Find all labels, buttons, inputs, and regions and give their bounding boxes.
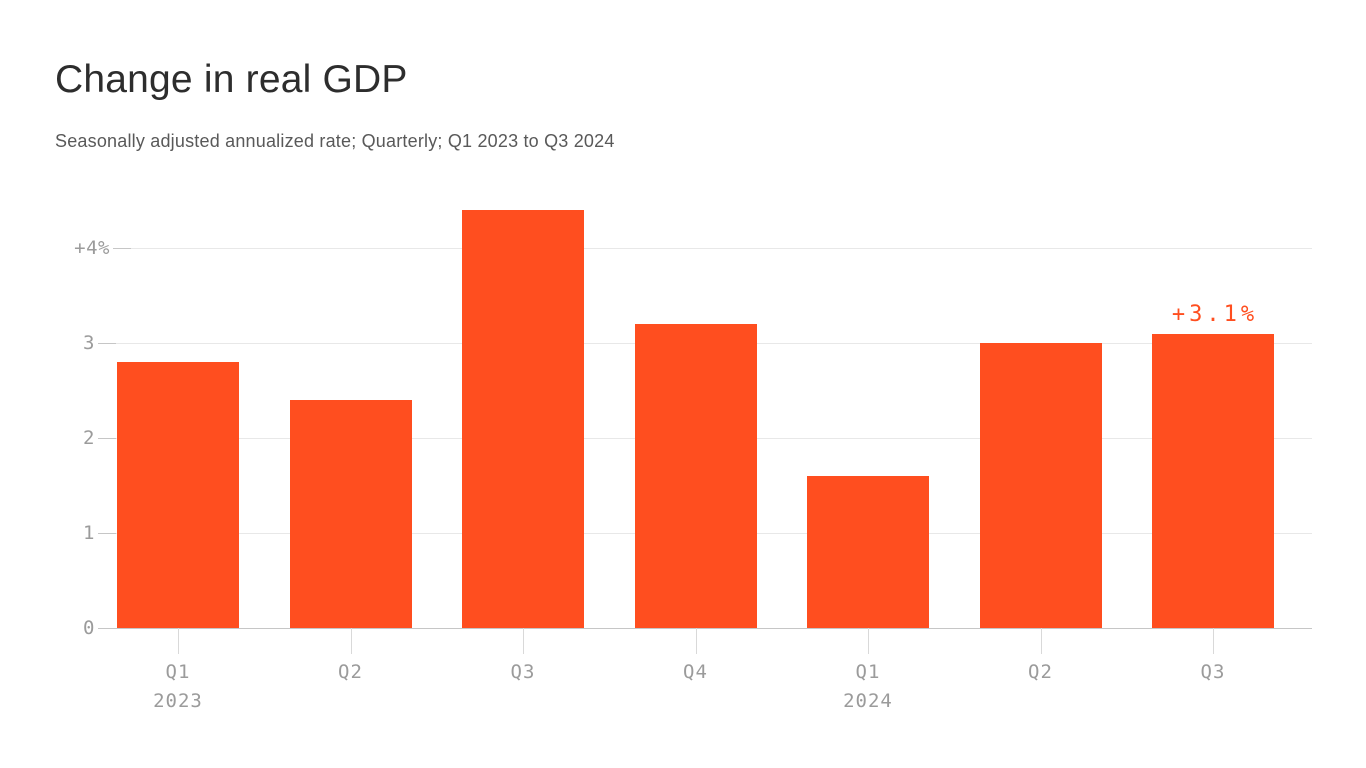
x-tick-mark-5	[1040, 628, 1042, 654]
y-tick-mark-1	[98, 533, 116, 534]
y-axis-label-0: 0	[83, 617, 95, 639]
y-tick-mark-2	[98, 438, 116, 439]
y-axis-label-4: +4%	[74, 237, 110, 259]
x-axis-label-q3-2024: Q3	[1200, 661, 1226, 683]
y-axis-label-1: 1	[83, 522, 95, 544]
x-axis-label-q3-2023: Q3	[510, 661, 536, 683]
value-label-q3-2024: +3.1%	[1171, 302, 1259, 327]
y-axis-label-2: 2	[83, 427, 95, 449]
y-axis-label-3: 3	[83, 332, 95, 354]
bar-q2-2024	[979, 343, 1102, 628]
bar-q1-2023	[117, 362, 239, 628]
y-tick-mark-4	[113, 248, 131, 249]
x-axis-label-q1-2023: Q1	[165, 661, 191, 683]
bar-q3-2024	[1152, 333, 1274, 628]
x-axis-line	[98, 628, 1312, 629]
x-tick-mark-4	[868, 628, 869, 654]
bar-q3-2023	[462, 210, 584, 628]
x-tick-mark-0	[178, 628, 179, 654]
bar-q1-2024	[807, 476, 929, 628]
x-axis-year-label-2023: 2023	[153, 690, 203, 712]
x-tick-mark-3	[695, 628, 697, 654]
x-tick-mark-2	[523, 628, 524, 654]
x-axis-label-q4-2023: Q4	[683, 661, 708, 683]
x-axis-label-q2-2024: Q2	[1028, 661, 1053, 683]
x-tick-mark-6	[1213, 628, 1214, 654]
x-axis-year-label-2024: 2024	[843, 690, 893, 712]
chart-title: Change in real GDP	[55, 58, 408, 101]
gridline-y4	[113, 248, 1312, 249]
bar-q4-2023	[634, 324, 757, 628]
bar-q2-2023	[289, 400, 412, 628]
y-tick-mark-3	[98, 343, 116, 344]
chart-subtitle: Seasonally adjusted annualized rate; Qua…	[55, 131, 615, 151]
x-axis-label-q1-2024: Q1	[855, 661, 881, 683]
x-tick-mark-1	[350, 628, 352, 654]
x-axis-label-q2-2023: Q2	[338, 661, 363, 683]
